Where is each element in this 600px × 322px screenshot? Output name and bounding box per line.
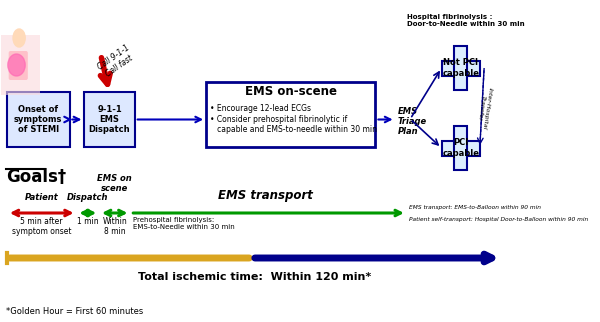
Text: EMS
Triage
Plan: EMS Triage Plan <box>398 107 427 137</box>
Text: PCI
capable: PCI capable <box>442 138 479 158</box>
Text: Goals†: Goals† <box>6 168 66 186</box>
Text: Onset of
symptoms
of STEMI: Onset of symptoms of STEMI <box>14 105 62 134</box>
FancyBboxPatch shape <box>7 92 70 147</box>
Ellipse shape <box>8 54 25 76</box>
FancyBboxPatch shape <box>1 35 40 95</box>
Text: Hospital fibrinolysis :
Door-to-Needle within 30 min: Hospital fibrinolysis : Door-to-Needle w… <box>407 14 524 27</box>
Text: *Golden Hour = First 60 minutes: *Golden Hour = First 60 minutes <box>6 308 143 317</box>
Text: 5 min after
symptom onset: 5 min after symptom onset <box>12 217 71 236</box>
Text: 9-1-1
EMS
Dispatch: 9-1-1 EMS Dispatch <box>89 105 130 134</box>
FancyBboxPatch shape <box>454 46 467 90</box>
Text: EMS on-scene: EMS on-scene <box>245 84 337 98</box>
FancyBboxPatch shape <box>454 126 467 170</box>
Text: EMS transport: EMS transport <box>218 189 313 202</box>
Text: • Encourage 12-lead ECGs
• Consider prehospital fibrinolytic if
   capable and E: • Encourage 12-lead ECGs • Consider preh… <box>211 104 377 134</box>
FancyBboxPatch shape <box>442 61 480 75</box>
Text: EMS on
scene: EMS on scene <box>97 174 132 193</box>
FancyBboxPatch shape <box>8 51 28 80</box>
Ellipse shape <box>13 29 25 47</box>
FancyBboxPatch shape <box>85 92 135 147</box>
Text: 1 min: 1 min <box>77 217 98 226</box>
FancyBboxPatch shape <box>206 82 376 147</box>
Text: Call 9-1-1
Call fast: Call 9-1-1 Call fast <box>96 43 137 80</box>
Text: Not PCI
capable: Not PCI capable <box>442 58 479 78</box>
Text: Total ischemic time:  Within 120 min*: Total ischemic time: Within 120 min* <box>138 272 371 282</box>
Text: Patient self-transport: Hospital Door-to-Balloon within 90 min: Patient self-transport: Hospital Door-to… <box>409 217 588 223</box>
Text: Within
8 min: Within 8 min <box>103 217 127 236</box>
Text: Patient: Patient <box>25 193 59 202</box>
Text: Inter-Hospital
Transfer: Inter-Hospital Transfer <box>476 86 493 130</box>
Text: Prehospital fibrinolysis:
EMS-to-Needle within 30 min: Prehospital fibrinolysis: EMS-to-Needle … <box>133 217 235 230</box>
FancyBboxPatch shape <box>442 140 480 156</box>
Text: EMS transport: EMS-to-Balloon within 90 min: EMS transport: EMS-to-Balloon within 90 … <box>409 205 541 211</box>
Text: Dispatch: Dispatch <box>67 193 109 202</box>
